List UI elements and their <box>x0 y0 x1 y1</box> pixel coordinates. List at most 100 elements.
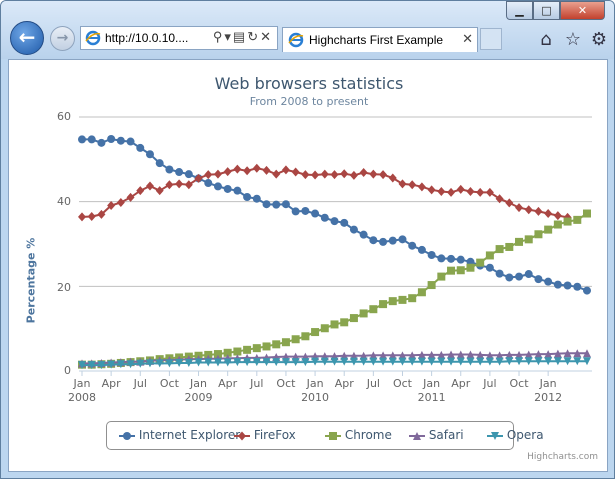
data-point <box>573 349 582 358</box>
data-point <box>515 350 524 359</box>
close-icon[interactable]: ✕ <box>462 31 473 46</box>
data-point <box>427 281 436 290</box>
address-bar[interactable]: http://10.0.10.... ⚲▾▤↻✕ <box>80 26 278 50</box>
legend-symbol <box>487 431 503 440</box>
data-point <box>553 357 562 366</box>
data-point <box>466 187 475 197</box>
data-point <box>272 358 281 367</box>
data-point <box>427 185 436 195</box>
data-point <box>369 236 378 245</box>
data-point <box>78 212 86 222</box>
data-point <box>97 138 106 147</box>
new-tab-button[interactable] <box>480 28 502 50</box>
data-point <box>408 294 417 303</box>
legend-item[interactable]: Chrome <box>325 428 392 442</box>
data-point <box>165 165 174 174</box>
data-point <box>534 357 543 366</box>
gear-icon[interactable]: ⚙ <box>590 29 608 50</box>
data-point <box>184 180 193 190</box>
data-point <box>126 360 135 369</box>
data-point <box>447 350 456 359</box>
x-tick-label: Apr <box>101 377 121 390</box>
credits-link[interactable]: Highcharts.com <box>527 452 598 462</box>
star-icon[interactable]: ☆ <box>564 29 582 50</box>
legend-item[interactable]: Opera <box>487 428 544 442</box>
refresh-icon[interactable]: ↻ <box>247 29 261 44</box>
maximize-button[interactable]: □ <box>533 1 560 20</box>
data-point <box>291 335 300 344</box>
series-firefox <box>78 163 572 222</box>
data-point <box>136 143 145 152</box>
forward-button[interactable]: → <box>50 26 75 51</box>
data-point <box>320 357 329 366</box>
data-point <box>447 187 456 197</box>
y-tick-label: 40 <box>57 195 71 208</box>
data-point <box>398 295 407 304</box>
data-point <box>116 136 125 145</box>
data-point <box>505 357 514 366</box>
window-close-button[interactable]: ✕ <box>560 1 605 20</box>
data-point <box>466 350 475 359</box>
data-point <box>311 209 320 218</box>
data-point <box>311 357 320 366</box>
data-point <box>495 269 504 278</box>
chart-legend: Internet Explorer FireFox Chrome Safari … <box>106 421 544 450</box>
home-icon[interactable]: ⌂ <box>540 29 552 50</box>
chart-subtitle: From 2008 to present <box>249 95 369 108</box>
data-point <box>340 318 349 327</box>
data-point <box>349 225 358 234</box>
data-point <box>349 314 358 323</box>
data-point <box>204 358 213 367</box>
data-point <box>437 357 446 366</box>
series-opera <box>78 357 591 370</box>
data-point <box>281 358 290 367</box>
legend-item[interactable]: Internet Explorer <box>119 428 240 442</box>
legend-symbol <box>409 431 425 440</box>
data-point <box>233 186 242 195</box>
data-point <box>301 332 310 341</box>
compat-view-icon[interactable]: ▤ <box>232 29 248 44</box>
data-point <box>379 300 388 309</box>
data-point <box>437 254 446 263</box>
data-point <box>272 340 281 349</box>
legend-item[interactable]: FireFox <box>234 428 296 442</box>
data-point <box>136 186 145 196</box>
data-point <box>417 182 426 192</box>
series-line <box>82 212 588 366</box>
data-point <box>320 324 329 333</box>
data-point <box>330 357 339 366</box>
data-point <box>447 266 456 275</box>
data-point <box>524 235 533 244</box>
data-point <box>291 358 300 367</box>
data-point <box>466 263 475 272</box>
data-point <box>544 350 553 359</box>
x-tick-label: Oct <box>159 377 179 390</box>
data-point <box>563 349 572 358</box>
tab-highcharts[interactable]: Highcharts First Example ✕ <box>282 27 478 52</box>
data-point <box>417 288 426 297</box>
legend-label: Chrome <box>341 428 392 442</box>
search-icon[interactable]: ⚲ <box>212 29 225 44</box>
data-point <box>136 359 145 368</box>
data-point <box>87 211 96 221</box>
data-point <box>408 357 417 366</box>
legend-item[interactable]: Safari <box>409 428 464 442</box>
series-chrome <box>78 209 591 369</box>
data-point <box>87 135 96 144</box>
data-point <box>184 170 193 179</box>
minimize-button[interactable]: ▁ <box>506 1 533 20</box>
data-point <box>175 179 184 189</box>
data-point <box>320 213 329 222</box>
data-point <box>165 180 174 190</box>
data-point <box>408 180 417 190</box>
legend-label: FireFox <box>250 428 296 442</box>
close-icon[interactable]: ✕ <box>260 29 273 44</box>
dropdown-icon[interactable]: ▾ <box>224 29 233 44</box>
data-point <box>78 361 86 370</box>
data-point <box>155 359 164 368</box>
back-button[interactable]: ← <box>10 21 44 55</box>
y-tick-label: 0 <box>64 364 71 377</box>
address-tools: ⚲▾▤↻✕ <box>213 29 273 45</box>
data-point <box>476 357 485 366</box>
